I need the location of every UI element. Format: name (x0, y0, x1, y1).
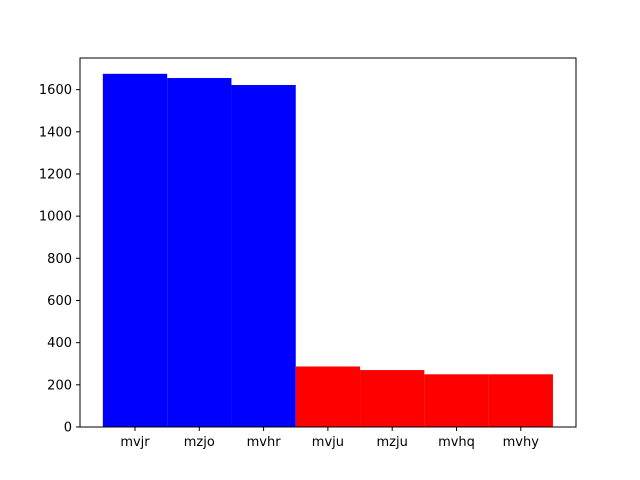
y-tick-label: 800 (47, 252, 72, 267)
bar-mvhy (488, 374, 553, 427)
x-tick-label: mvjr (120, 435, 150, 450)
x-tick-label: mzju (377, 435, 408, 450)
bar-mzjo (167, 78, 232, 427)
x-tick-label: mvhy (503, 435, 540, 450)
bar-mvhq (424, 374, 489, 427)
x-tick-label: mvhr (247, 435, 282, 450)
bar-mvhr (231, 84, 296, 428)
y-tick-label: 200 (47, 378, 72, 393)
x-axis: mvjr mzjo mvhr mvju mzju mvhq mvhy (120, 427, 539, 450)
y-tick-label: 1200 (39, 167, 72, 182)
x-tick-label: mvju (312, 435, 344, 450)
y-tick-label: 400 (47, 336, 72, 351)
y-tick-label: 1600 (39, 83, 72, 98)
y-tick-label: 1000 (39, 210, 72, 225)
x-tick-label: mvhq (438, 435, 475, 450)
bar-mvjr (102, 73, 168, 427)
bar-mvju (295, 366, 361, 427)
bar-mzju (360, 370, 425, 427)
y-tick-label: 0 (64, 421, 72, 436)
y-axis: 0 200 400 600 800 1000 1200 1400 1600 (39, 83, 80, 436)
y-tick-label: 1400 (39, 125, 72, 140)
bars-group (102, 73, 553, 428)
x-tick-label: mzjo (184, 435, 215, 450)
y-tick-label: 600 (47, 294, 72, 309)
